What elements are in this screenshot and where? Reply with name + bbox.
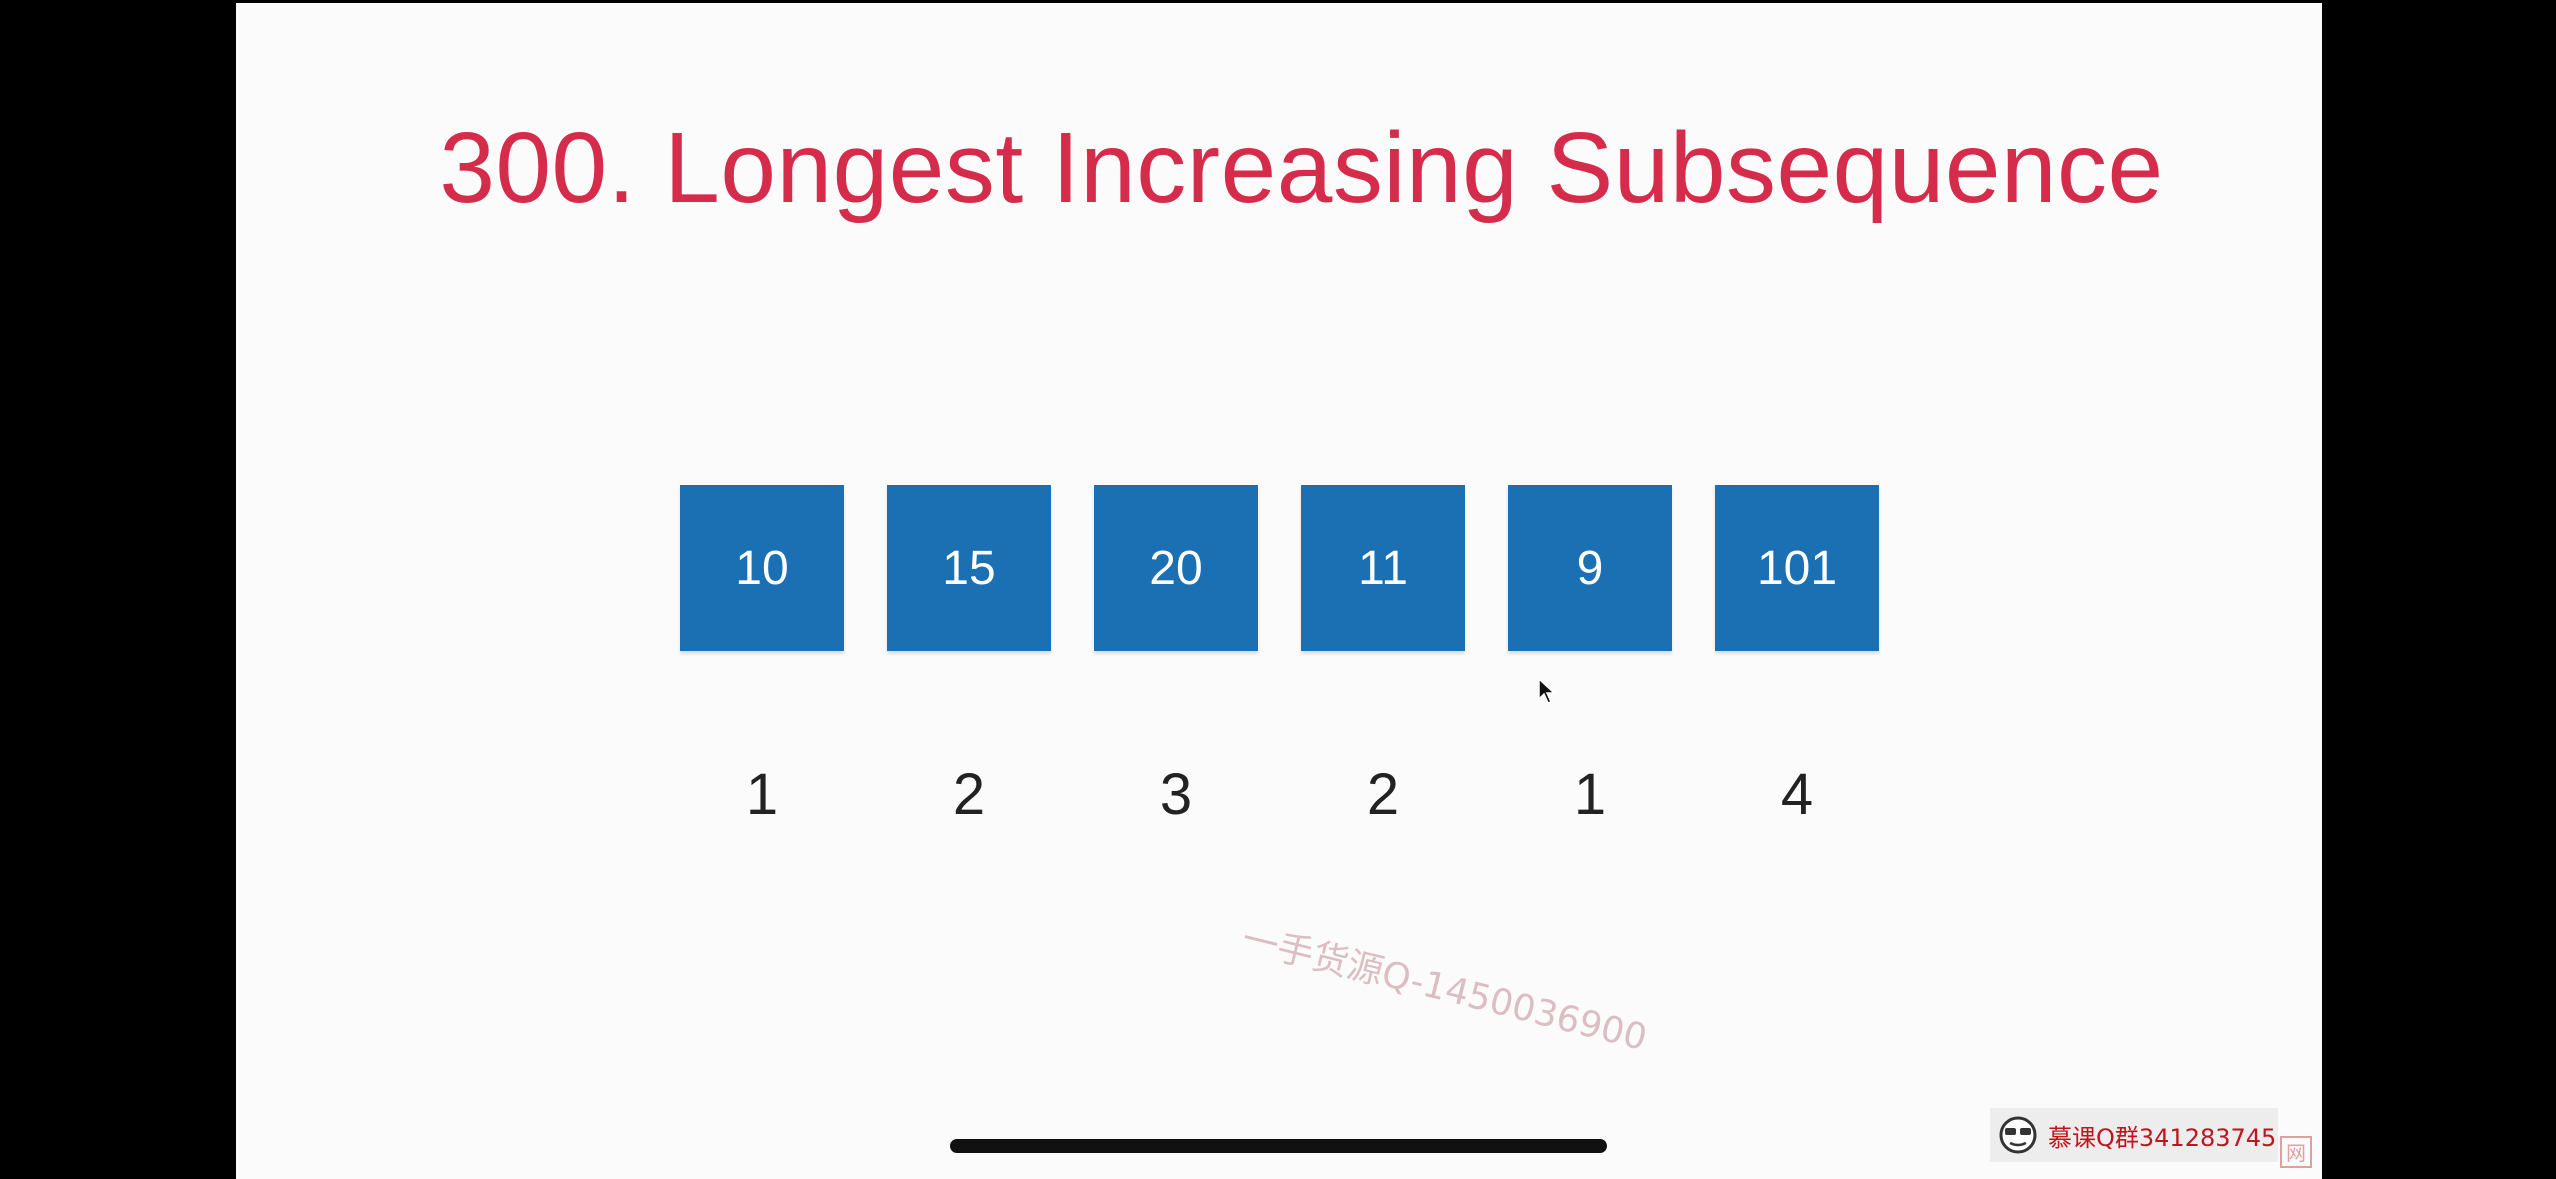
group-badge-text: 慕课Q群341283745	[2048, 1123, 2277, 1152]
lis-length-row: 1 2 3 2 1 4	[680, 755, 1940, 835]
array-cell: 9	[1508, 485, 1672, 651]
array-cell: 11	[1301, 485, 1465, 651]
array-cell: 15	[887, 485, 1051, 651]
array-cell: 20	[1094, 485, 1258, 651]
mascot-face-icon	[1999, 1116, 2037, 1154]
lis-length-label: 2	[952, 762, 986, 827]
array-cell: 10	[680, 485, 844, 651]
mouse-pointer-icon	[1538, 677, 1556, 704]
group-badge: 慕课Q群341283745	[1990, 1108, 2278, 1162]
slide: 300. Longest Increasing Subsequence 10 1…	[236, 3, 2322, 1179]
array-cell: 101	[1715, 485, 1879, 651]
slide-title: 300. Longest Increasing Subsequence	[439, 112, 2164, 224]
lis-length-label: 1	[745, 762, 779, 827]
site-mark-icon: 网	[2280, 1136, 2312, 1168]
lis-length-label: 2	[1366, 762, 1400, 827]
lis-length-label: 1	[1573, 762, 1607, 827]
home-indicator[interactable]	[950, 1139, 1607, 1153]
lis-length-label: 4	[1780, 762, 1814, 827]
array-row: 10 15 20 11 9 101	[680, 485, 1940, 655]
lis-length-label: 3	[1159, 762, 1193, 827]
